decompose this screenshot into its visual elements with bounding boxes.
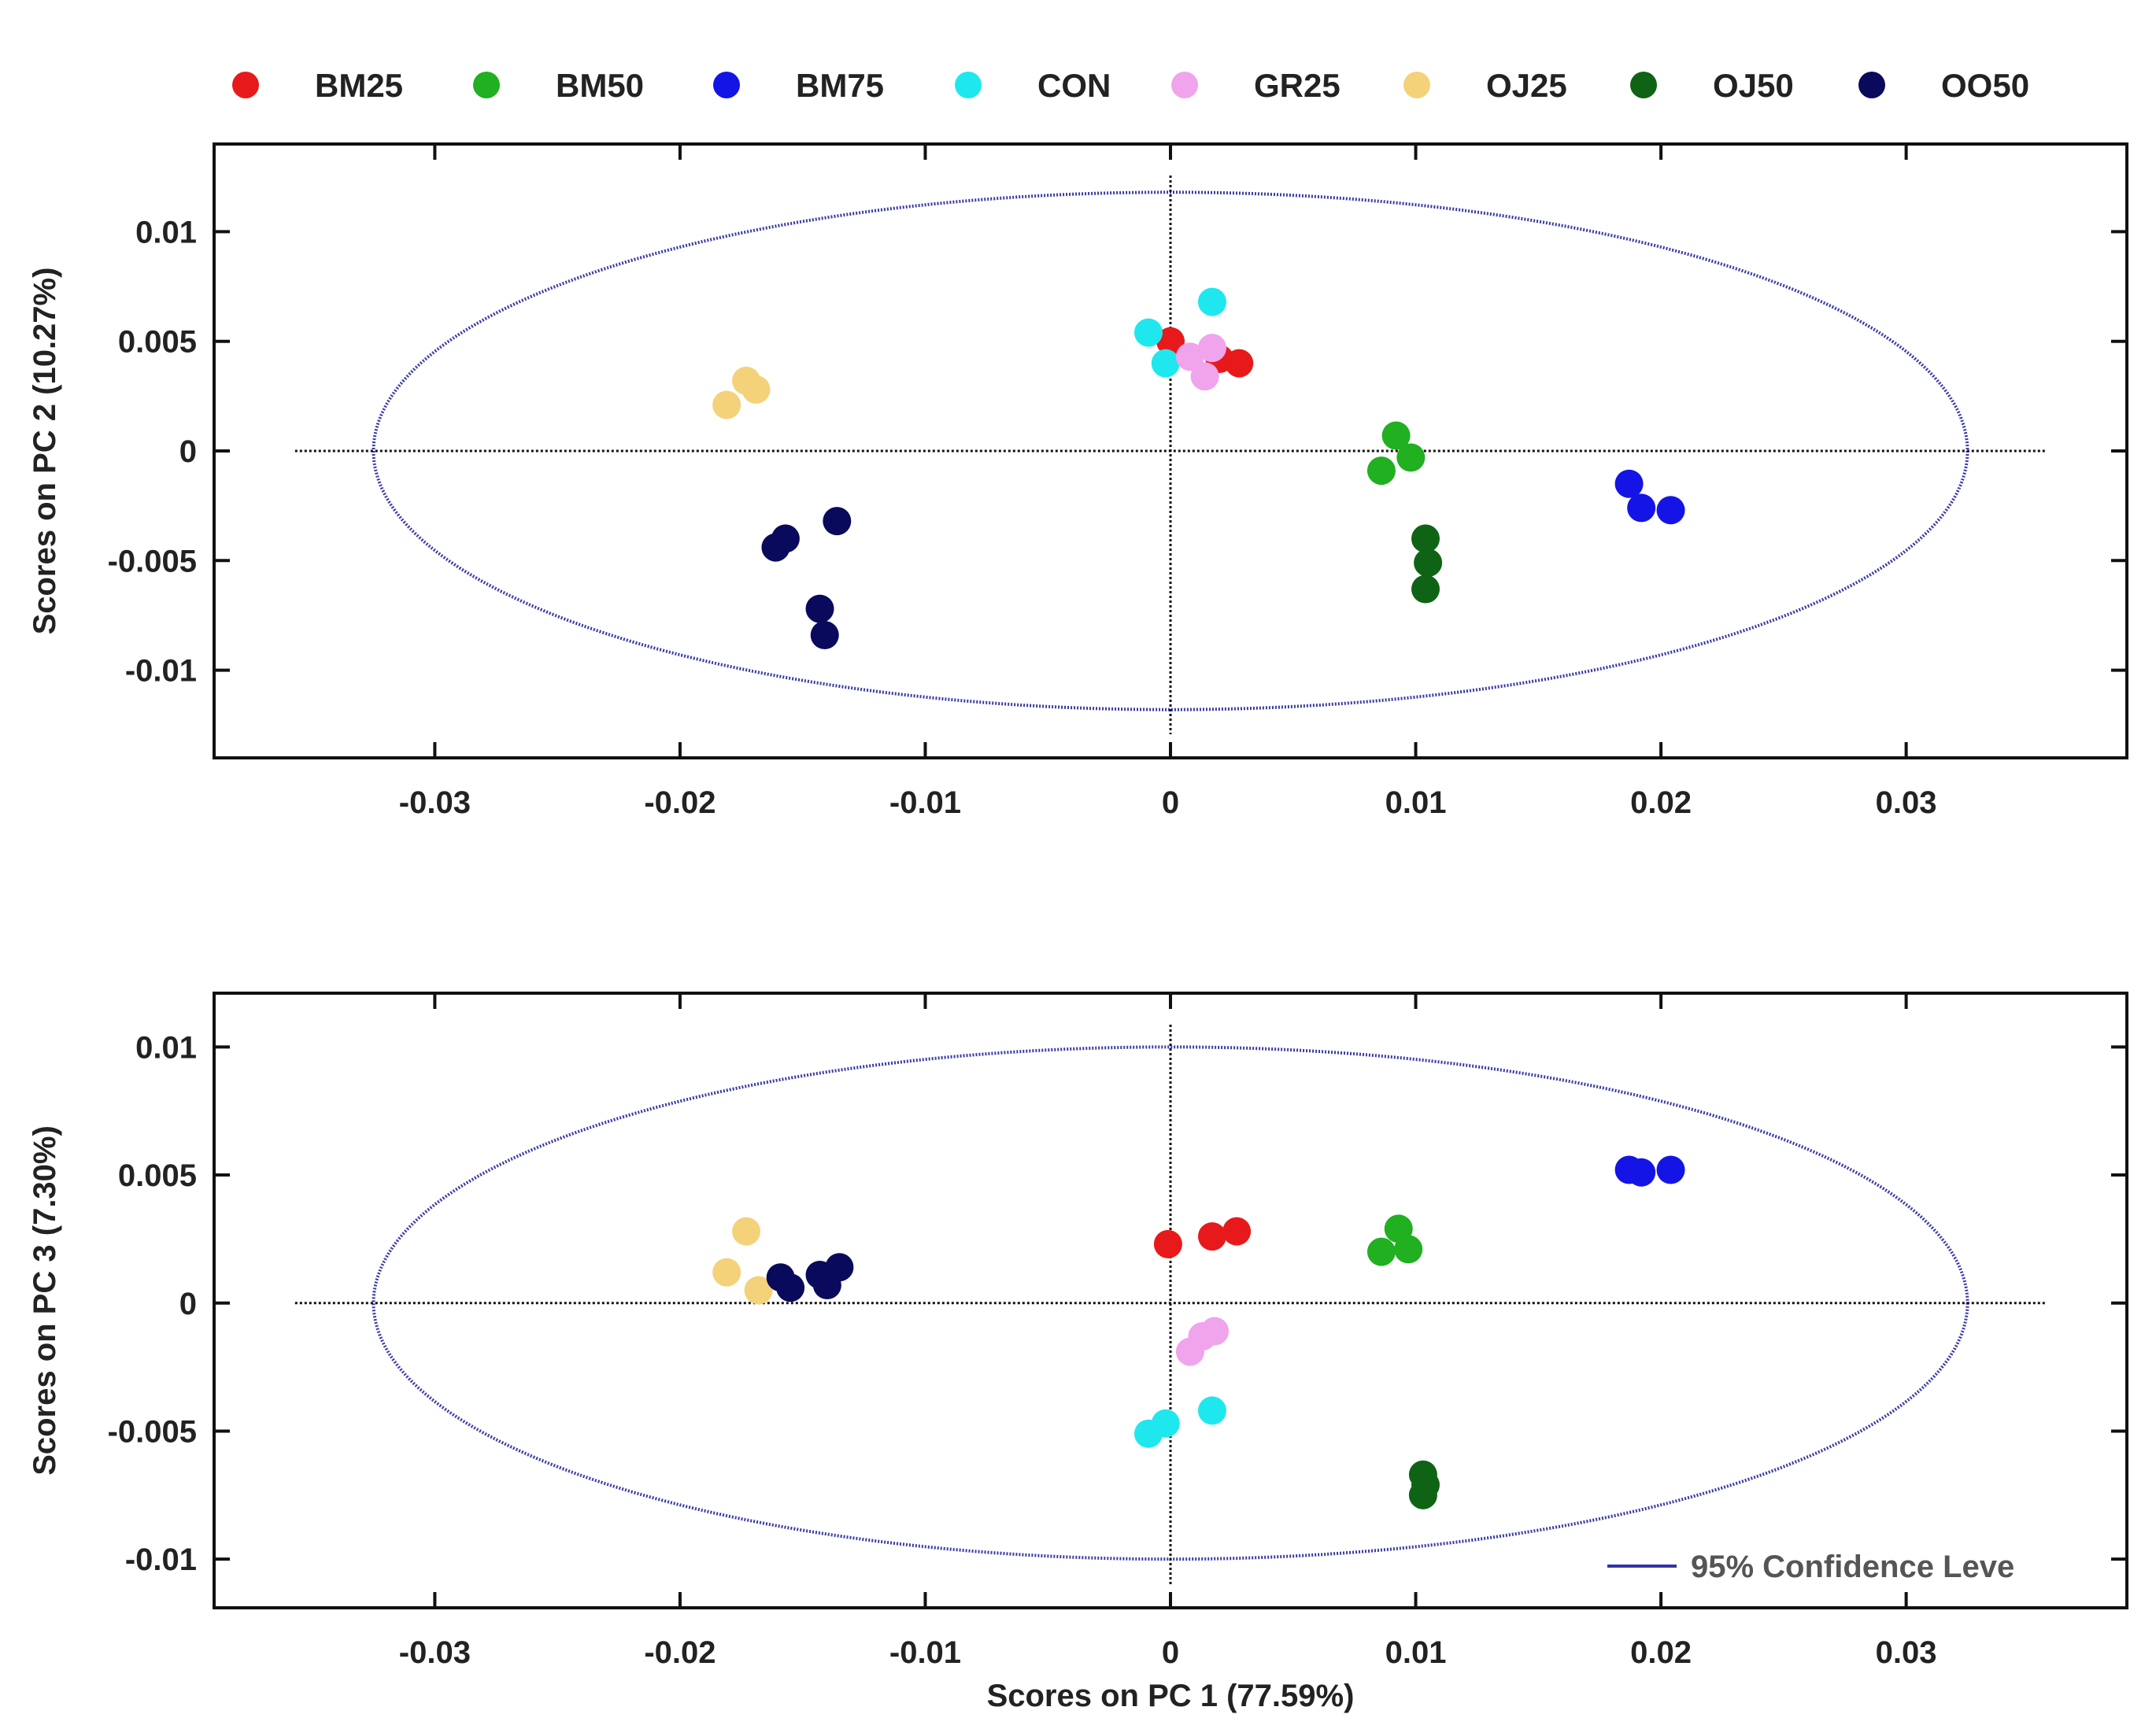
legend-item-con: CON [955,67,1111,104]
x-tick-label: -0.03 [399,1635,471,1670]
y-tick-label: 0 [179,434,197,469]
y-tick-label: 0.005 [118,1158,197,1193]
x-tick-label: -0.01 [889,1635,961,1670]
point-con [1151,349,1180,378]
x-tick-label: 0.01 [1385,785,1447,820]
legend: BM25 BM50 BM75 CON GR25 OJ25 OJ50 OO50 [232,67,2029,104]
y-tick-label: -0.005 [108,1414,197,1449]
point-bm25 [1222,1217,1252,1246]
point-bm75 [1627,1158,1656,1187]
point-oj25 [741,375,771,404]
point-bm25 [1153,1229,1182,1258]
point-con [1197,1396,1226,1425]
point-bm50 [1366,1237,1396,1266]
x-tick-label: 0 [1162,785,1179,820]
point-con [1151,1409,1180,1438]
legend-label-con: CON [1037,67,1111,104]
point-oj25 [712,390,741,419]
y-tick-label: -0.01 [125,1542,197,1577]
point-bm75 [1614,469,1644,498]
x-tick-label: 0 [1162,1635,1179,1670]
legend-label-oo50: OO50 [1941,67,2029,104]
legend-marker-bm50 [473,72,500,98]
legend-marker-gr25 [1171,72,1198,98]
point-con [1197,287,1226,316]
point-gr25 [1175,1337,1204,1366]
point-oj50 [1414,549,1443,578]
x-tick-label: -0.01 [889,785,961,820]
x-tick-label: -0.03 [399,785,471,820]
x-tick-label: 0.02 [1630,1635,1692,1670]
point-oo50 [761,533,790,562]
point-bm75 [1627,493,1656,523]
point-bm50 [1394,1235,1423,1264]
y-tick-label: 0.01 [135,1030,197,1065]
x-axis-title: Scores on PC 1 (77.59%) [987,1679,1355,1713]
legend-item-bm75: BM75 [713,67,884,104]
point-oj25 [732,1217,761,1246]
legend-marker-oo50 [1858,72,1885,98]
y-tick-label: -0.01 [125,654,197,689]
legend-marker-oj50 [1630,72,1657,98]
point-oo50 [812,1270,841,1299]
confidence-legend-label: 95% Confidence Leve [1691,1550,2014,1584]
point-bm75 [1656,496,1685,525]
legend-marker-bm25 [232,72,259,98]
y-tick-label: 0 [179,1287,197,1321]
point-bm75 [1656,1155,1685,1184]
y-axis-title: Scores on PC 3 (7.30%) [28,1125,62,1476]
point-bm25 [1197,1222,1226,1251]
legend-item-gr25: GR25 [1171,67,1341,104]
legend-item-bm50: BM50 [473,67,644,104]
legend-label-oj50: OJ50 [1713,67,1794,104]
legend-label-gr25: GR25 [1254,67,1341,104]
legend-label-oj25: OJ25 [1486,67,1567,104]
legend-label-bm75: BM75 [796,67,884,104]
y-tick-label: 0.01 [135,215,197,249]
confidence-legend: 95% Confidence Leve [1607,1550,2014,1584]
point-gr25 [1175,342,1204,371]
legend-marker-con [955,72,982,98]
pc1-pc2-score-plot: -0.03 -0.02 -0.01 0 0.01 0.02 0.03 -0.01 -0.005 0… [28,142,2128,820]
x-tick-label: 0.01 [1385,1635,1447,1670]
point-oo50 [810,621,839,649]
legend-item-oj25: OJ25 [1403,67,1567,104]
legend-marker-oj25 [1403,72,1430,98]
legend-marker-bm75 [713,72,740,98]
point-oj50 [1411,574,1440,604]
legend-label-bm50: BM50 [556,67,644,104]
point-gr25 [1200,1317,1230,1346]
y-tick-label: 0.005 [118,325,197,360]
point-oj50 [1408,1480,1437,1509]
point-oj50 [1411,524,1440,553]
y-tick-label: -0.005 [108,544,197,578]
point-con [1133,318,1163,347]
x-tick-label: 0.03 [1876,1635,1937,1670]
legend-item-oo50: OO50 [1858,67,2029,104]
legend-item-bm25: BM25 [232,67,403,104]
point-gr25 [1190,362,1219,391]
pc1-pc3-score-plot: -0.03 -0.02 -0.01 0 0.01 0.02 0.03 -0.01 -0.005 0… [28,992,2128,1713]
point-bm25 [1156,327,1185,356]
y-axis-title: Scores on PC 2 (10.27%) [28,268,62,635]
x-tick-label: -0.02 [644,785,716,820]
legend-item-oj50: OJ50 [1630,67,1794,104]
point-bm25 [1225,349,1254,378]
point-bm50 [1396,443,1426,472]
point-oj25 [744,1276,773,1305]
point-oo50 [776,1273,805,1302]
point-oj25 [712,1258,741,1287]
point-bm50 [1366,456,1396,486]
legend-label-bm25: BM25 [315,67,403,104]
point-bm50 [1381,421,1411,450]
x-tick-label: 0.02 [1630,785,1692,820]
x-tick-label: 0.03 [1876,785,1937,820]
point-oo50 [805,594,834,623]
x-tick-label: -0.02 [644,1635,716,1670]
point-gr25 [1197,334,1226,363]
point-oo50 [823,507,852,536]
